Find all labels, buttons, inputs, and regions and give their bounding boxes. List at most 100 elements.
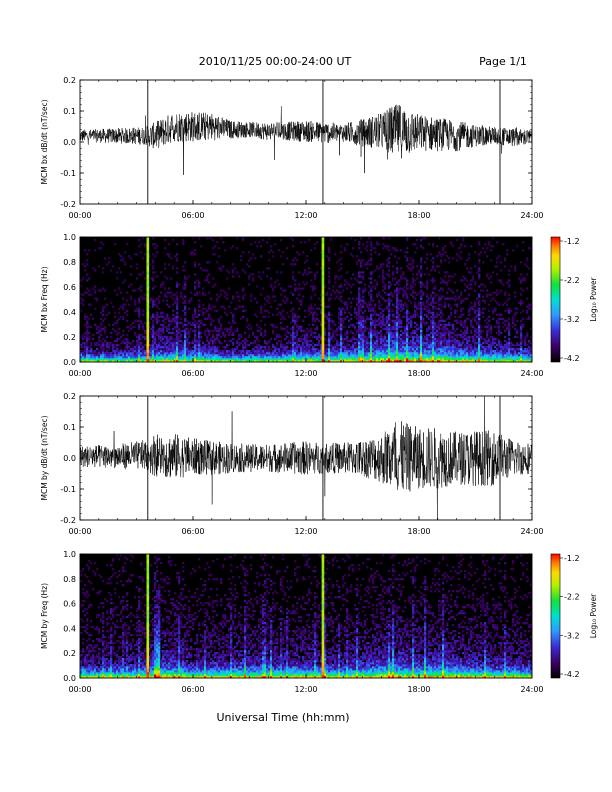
spectrogram-cell bbox=[372, 359, 375, 363]
spectrogram-cell bbox=[508, 337, 511, 341]
spectrogram-cell bbox=[216, 241, 219, 244]
spectrogram-cell bbox=[80, 301, 83, 304]
spectrogram-cell bbox=[478, 313, 481, 316]
spectrogram-cell bbox=[338, 307, 341, 310]
spectrogram-cell bbox=[450, 345, 453, 349]
spectrogram-cell bbox=[396, 353, 399, 357]
spectrogram-cell bbox=[416, 345, 419, 349]
spectrogram-cell bbox=[162, 281, 165, 284]
spectrogram-cell bbox=[430, 295, 433, 298]
spectrogram-cell bbox=[240, 351, 243, 355]
spectrogram-cell bbox=[100, 351, 103, 355]
spectrogram-cell bbox=[340, 327, 343, 331]
spectrogram-cell bbox=[208, 305, 211, 308]
spectrogram-cell bbox=[478, 321, 481, 325]
spectrogram-cell bbox=[280, 271, 283, 274]
spectrogram-cell bbox=[464, 263, 467, 266]
spectrogram-cell bbox=[104, 329, 107, 333]
spectrogram-cell bbox=[176, 339, 179, 343]
spectrogram-cell bbox=[350, 323, 353, 327]
spectrogram-cell bbox=[162, 331, 165, 335]
spectrogram-cell bbox=[292, 345, 295, 349]
spectrogram-cell bbox=[96, 327, 99, 331]
spectrogram-cell bbox=[210, 329, 213, 333]
spectrogram-cell bbox=[92, 333, 95, 337]
spectrogram-cell bbox=[504, 351, 507, 355]
spectrogram-cell bbox=[198, 335, 201, 339]
spectrogram-cell bbox=[444, 357, 447, 361]
spectrogram-cell bbox=[148, 329, 151, 333]
spectrogram-cell bbox=[292, 355, 295, 359]
spectrogram-cell bbox=[162, 341, 165, 345]
spectrogram-cell bbox=[506, 327, 509, 331]
spectrogram-cell bbox=[108, 323, 111, 327]
spectrogram-cell bbox=[126, 339, 129, 343]
spectrogram-cell bbox=[220, 237, 223, 240]
spectrogram-cell bbox=[412, 295, 415, 298]
spectrogram-cell bbox=[376, 343, 379, 347]
spectrogram-cell bbox=[198, 343, 201, 347]
spectrogram-cell bbox=[300, 345, 303, 349]
spectrogram-cell bbox=[520, 345, 523, 349]
spectrogram-cell bbox=[510, 343, 513, 347]
spectrogram-cell bbox=[160, 355, 163, 359]
spectrogram-cell bbox=[380, 323, 383, 327]
spectrogram-cell bbox=[120, 349, 123, 353]
spectrogram-cell bbox=[360, 263, 363, 266]
spectrogram-cell bbox=[380, 325, 383, 329]
spectrogram-cell bbox=[506, 325, 509, 329]
spectrogram-cell bbox=[106, 313, 109, 316]
spectrogram-cell bbox=[118, 287, 121, 290]
spectrogram-cell bbox=[468, 313, 471, 316]
spectrogram-cell bbox=[100, 323, 103, 327]
spectrogram-cell bbox=[242, 353, 245, 357]
spectrogram-cell bbox=[504, 265, 507, 268]
spectrogram-cell bbox=[134, 289, 137, 292]
spectrogram-cell bbox=[388, 299, 391, 302]
spectrogram-cell bbox=[150, 347, 153, 351]
spectrogram-cell bbox=[486, 359, 489, 363]
spectrogram-cell bbox=[166, 315, 169, 318]
spectrogram-cell bbox=[314, 343, 317, 347]
spectrogram-cell bbox=[460, 279, 463, 282]
spectrogram-cell bbox=[170, 291, 173, 294]
spectrogram-cell bbox=[208, 237, 211, 240]
spectrogram-cell bbox=[292, 259, 295, 262]
spectrogram-cell bbox=[422, 343, 425, 347]
spectrogram-cell bbox=[340, 331, 343, 335]
spectrogram-cell bbox=[320, 337, 323, 341]
spectrogram-cell bbox=[358, 323, 361, 327]
spectrogram-cell bbox=[428, 243, 431, 246]
spectrogram-cell bbox=[266, 267, 269, 270]
spectrogram-cell bbox=[300, 339, 303, 343]
spectrogram-cell bbox=[504, 339, 507, 343]
spectrogram-cell bbox=[306, 259, 309, 262]
spectrogram-cell bbox=[438, 343, 441, 347]
spectrogram-cell bbox=[432, 337, 435, 341]
spectrogram-cell bbox=[108, 341, 111, 345]
spectrogram-cell bbox=[454, 333, 457, 337]
spectrogram-cell bbox=[166, 341, 169, 345]
spectrogram-cell bbox=[220, 289, 223, 292]
spectrogram-cell bbox=[218, 347, 221, 351]
spectrogram-cell bbox=[374, 303, 377, 306]
spectrogram-cell bbox=[488, 327, 491, 331]
spectrogram-cell bbox=[84, 269, 87, 272]
spectrogram-cell bbox=[488, 343, 491, 347]
spectrogram-cell bbox=[178, 343, 181, 347]
spectrogram-cell bbox=[456, 319, 459, 323]
spectrogram-cell bbox=[398, 347, 401, 351]
spectrogram-cell bbox=[450, 353, 453, 357]
spectrogram-cell bbox=[412, 313, 415, 316]
spectrogram-cell bbox=[236, 345, 239, 349]
spectrogram-cell bbox=[406, 357, 409, 361]
spectrogram-cell bbox=[152, 261, 155, 264]
spectrogram-cell bbox=[280, 341, 283, 345]
spectrogram-cell bbox=[264, 345, 267, 349]
spectrogram-cell bbox=[512, 347, 515, 351]
spectrogram-cell bbox=[394, 249, 397, 252]
spectrogram-cell bbox=[384, 321, 387, 325]
spectrogram-cell bbox=[370, 339, 373, 343]
spectrogram-cell bbox=[180, 321, 183, 325]
spectrogram-cell bbox=[220, 335, 223, 339]
